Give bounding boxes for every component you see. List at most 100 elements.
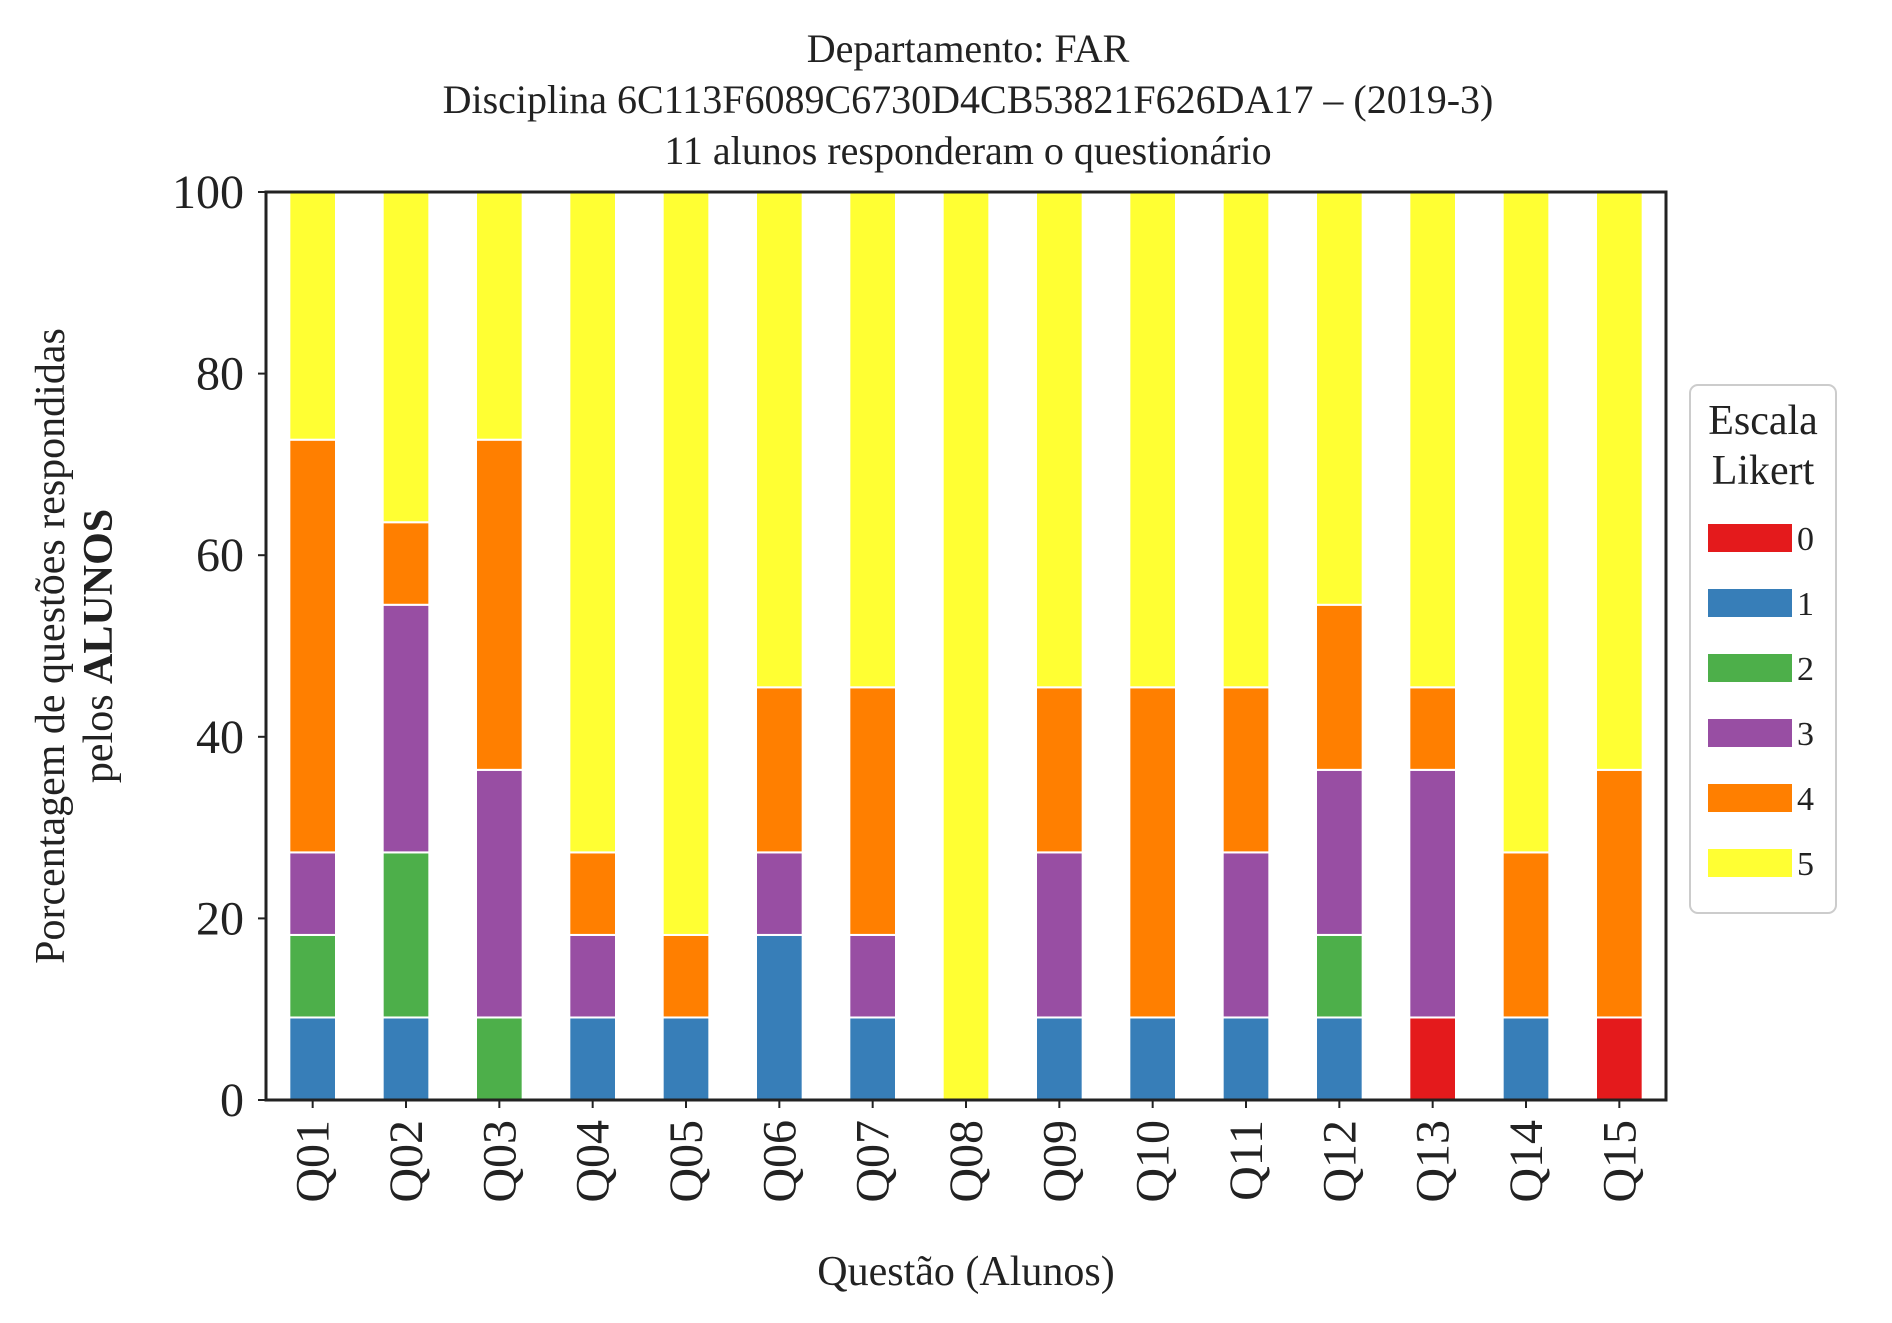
x-tick-label-q05: Q05	[660, 1120, 713, 1203]
x-tick-label-q08: Q08	[940, 1120, 993, 1203]
bar-q07-scale-4	[848, 686, 898, 936]
y-tick-label-40: 40	[196, 711, 244, 764]
y-axis-label-line-2: pelos ALUNOS	[76, 509, 122, 783]
bar-q06-scale-5	[755, 191, 804, 689]
legend-title-line-2: Likert	[1712, 448, 1815, 494]
x-tick-label-q07: Q07	[847, 1120, 900, 1203]
y-tick-label-0: 0	[220, 1074, 244, 1127]
bar-q10-scale-1	[1128, 1016, 1177, 1102]
legend-title-line-1: Escala	[1708, 398, 1818, 444]
bar-q01-scale-3	[288, 851, 337, 936]
x-tick-label-q13: Q13	[1407, 1120, 1460, 1203]
x-tick-label-q11: Q11	[1220, 1120, 1273, 1201]
x-tick-label-q10: Q10	[1127, 1120, 1180, 1203]
y-tick-label-60: 60	[196, 529, 244, 582]
legend-label-4: 4	[1797, 781, 1814, 818]
plot-frame	[264, 190, 1668, 1102]
bar-q11-scale-3	[1221, 851, 1271, 1019]
bar-q12-scale-5	[1315, 191, 1364, 606]
bar-q15-scale-4	[1595, 768, 1644, 1019]
bar-q02-scale-1	[381, 1016, 431, 1102]
bar-q03-scale-3	[475, 768, 524, 1019]
bar-q04-scale-3	[568, 933, 618, 1019]
bar-q05-scale-1	[661, 1016, 711, 1102]
bar-q06-scale-1	[755, 933, 804, 1101]
legend-swatch-1	[1708, 589, 1792, 617]
legend-label-2: 2	[1797, 651, 1814, 688]
bar-q12-scale-1	[1315, 1016, 1364, 1102]
bar-q07-scale-3	[848, 933, 898, 1019]
legend-swatch-4	[1708, 784, 1792, 812]
bar-q03-scale-2	[475, 1016, 524, 1102]
bar-q09-scale-1	[1035, 1016, 1084, 1102]
legend-label-0: 0	[1797, 521, 1814, 558]
x-tick-label-q02: Q02	[380, 1120, 433, 1203]
legend-swatch-0	[1708, 524, 1792, 552]
bar-q14-scale-5	[1501, 191, 1551, 854]
y-axis-label-prefix: pelos	[76, 684, 122, 783]
bar-q02-scale-3	[381, 603, 431, 854]
legend: Escala Likert 0 1 2 3 4 5	[1689, 384, 1837, 914]
bar-q02-scale-2	[381, 851, 431, 1019]
y-tick-label-80: 80	[196, 348, 244, 401]
y-axis-label: Porcentagem de questões respondidas pelo…	[28, 328, 122, 964]
legend-swatch-3	[1708, 719, 1792, 747]
bar-q07-scale-5	[848, 191, 898, 689]
bar-q02-scale-4	[381, 521, 431, 606]
x-axis-label: Questão (Alunos)	[817, 1249, 1114, 1295]
title-line-3: 11 alunos responderam o questionário	[664, 128, 1271, 173]
bar-q14-scale-4	[1501, 851, 1551, 1019]
bar-q10-scale-5	[1128, 191, 1177, 689]
y-tick-labels: 0 20 40 60 80 100	[172, 166, 266, 1127]
bar-q15-scale-0	[1595, 1016, 1644, 1102]
bar-q05-scale-4	[661, 933, 711, 1019]
bar-q09-scale-4	[1035, 686, 1084, 854]
x-tick-label-q09: Q09	[1033, 1120, 1086, 1203]
legend-items: 0 1 2 3 4 5	[1708, 521, 1814, 883]
bar-q01-scale-1	[288, 1016, 337, 1102]
bar-q02-scale-5	[381, 191, 431, 524]
bar-q13-scale-4	[1408, 686, 1457, 771]
legend-swatch-2	[1708, 654, 1792, 682]
bar-q15-scale-5	[1595, 191, 1644, 771]
bar-q05-scale-5	[661, 191, 711, 936]
x-tick-labels: Q01 Q02 Q03 Q04 Q05 Q06 Q07 Q08 Q09 Q10 Q11 Q12 Q13 Q…	[287, 1100, 1646, 1203]
bar-q01-scale-4	[288, 438, 337, 854]
x-tick-label-q12: Q12	[1313, 1120, 1366, 1203]
bar-q03-scale-4	[475, 438, 524, 771]
y-tick-label-20: 20	[196, 892, 244, 945]
x-tick-label-q15: Q15	[1593, 1120, 1646, 1203]
bar-q06-scale-3	[755, 851, 804, 936]
bar-q13-scale-0	[1408, 1016, 1457, 1102]
bar-q09-scale-3	[1035, 851, 1084, 1019]
bar-q04-scale-4	[568, 851, 618, 936]
bar-q13-scale-5	[1408, 191, 1457, 689]
legend-label-1: 1	[1797, 586, 1814, 623]
bar-q06-scale-4	[755, 686, 804, 854]
legend-swatch-5	[1708, 849, 1792, 877]
bar-q11-scale-1	[1221, 1016, 1271, 1102]
bars-layer	[288, 191, 1644, 1102]
x-tick-label-q04: Q04	[567, 1120, 620, 1203]
legend-label-5: 5	[1797, 846, 1814, 883]
bar-q12-scale-4	[1315, 603, 1364, 771]
title-line-2: Disciplina 6C113F6089C6730D4CB53821F626D…	[443, 77, 1494, 122]
x-tick-label-q03: Q03	[473, 1120, 526, 1203]
y-axis-label-line-1: Porcentagem de questões respondidas	[28, 328, 74, 964]
bar-q04-scale-1	[568, 1016, 618, 1102]
x-tick-label-q06: Q06	[753, 1120, 806, 1203]
bar-q12-scale-2	[1315, 933, 1364, 1019]
title-line-1: Departamento: FAR	[807, 26, 1130, 71]
bar-q03-scale-5	[475, 191, 524, 441]
y-axis-label-bold: ALUNOS	[76, 509, 122, 684]
bar-q01-scale-2	[288, 933, 337, 1019]
y-tick-label-100: 100	[172, 166, 244, 219]
bar-q07-scale-1	[848, 1016, 898, 1102]
legend-frame	[1689, 384, 1837, 914]
bar-q11-scale-4	[1221, 686, 1271, 854]
bar-q01-scale-5	[288, 191, 337, 441]
chart-title: Departamento: FAR Disciplina 6C113F6089C…	[443, 26, 1494, 173]
bar-q11-scale-5	[1221, 191, 1271, 689]
x-tick-label-q14: Q14	[1500, 1120, 1553, 1203]
